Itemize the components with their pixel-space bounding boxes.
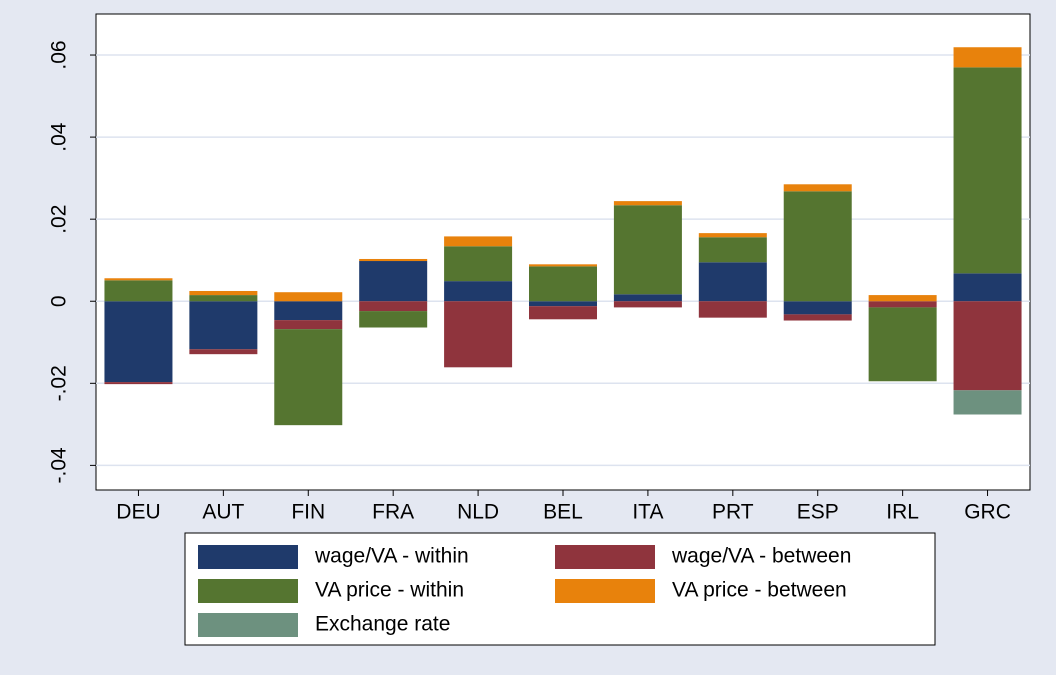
bar-segment <box>868 301 937 308</box>
y-tick-label: 0 <box>48 295 71 307</box>
bar-segment <box>698 233 767 238</box>
bar-segment <box>189 290 258 296</box>
legend-label: wage/VA - between <box>671 545 851 568</box>
y-tick-label: -.02 <box>48 365 71 401</box>
bar-segment <box>444 281 513 302</box>
legend-swatch <box>555 545 655 569</box>
bar-segment <box>359 258 428 262</box>
x-tick-label: IRL <box>886 501 919 524</box>
x-tick-label: NLD <box>457 501 499 524</box>
bar-segment <box>868 295 937 302</box>
bar-segment <box>274 320 343 330</box>
bar-segment <box>698 262 767 302</box>
bar-segment <box>274 329 343 426</box>
x-tick-label: FIN <box>291 501 325 524</box>
legend-label: VA price - within <box>315 579 464 602</box>
bar-segment <box>529 266 597 302</box>
x-tick-label: PRT <box>712 501 754 524</box>
bar-segment <box>613 201 682 206</box>
bar-segment <box>868 307 937 382</box>
bar-segment <box>359 301 428 312</box>
bar-segment <box>359 261 428 302</box>
bar-segment <box>444 236 513 247</box>
bar-segment <box>274 292 343 302</box>
bar-segment <box>104 278 173 281</box>
bar-segment <box>953 390 1022 415</box>
bar-segment <box>189 301 258 350</box>
bar-segment <box>529 264 597 267</box>
x-tick-label: ESP <box>797 501 839 524</box>
y-tick-label: .02 <box>48 205 71 234</box>
bar-segment <box>783 184 852 192</box>
bar-segment <box>104 280 173 302</box>
x-tick-label: BEL <box>543 501 583 524</box>
x-tick-label: AUT <box>202 501 244 524</box>
bar-segment <box>953 301 1022 391</box>
bar-segment <box>274 301 343 321</box>
bar-segment <box>953 47 1022 68</box>
bar-segment <box>189 349 258 355</box>
legend-label: VA price - between <box>672 579 847 602</box>
bar-segment <box>613 294 682 302</box>
y-tick-label: -.04 <box>48 447 71 484</box>
plot-area <box>95 13 1031 491</box>
x-tick-label: FRA <box>372 501 414 524</box>
bar-segment <box>953 67 1022 274</box>
legend-label: Exchange rate <box>315 613 450 636</box>
legend-swatch <box>198 545 298 569</box>
bar-segment <box>783 301 852 315</box>
bar-segment <box>444 301 513 368</box>
bar-segment <box>698 237 767 263</box>
bar-segment <box>529 306 597 320</box>
x-tick-label: DEU <box>116 501 160 524</box>
bar-segment <box>613 205 682 295</box>
bar-segment <box>613 301 682 308</box>
legend-label: wage/VA - within <box>314 545 469 568</box>
bar-segment <box>104 382 173 385</box>
y-tick-label: .06 <box>48 40 71 69</box>
legend-swatch <box>555 579 655 603</box>
legend-swatch <box>198 579 298 603</box>
bar-segment <box>359 311 428 328</box>
bar-segment <box>529 301 597 307</box>
legend-swatch <box>198 613 298 637</box>
x-tick-label: GRC <box>964 501 1011 524</box>
bar-segment <box>783 191 852 302</box>
y-tick-label: .04 <box>48 122 71 152</box>
bar-segment <box>953 273 1022 302</box>
bar-segment <box>783 314 852 321</box>
bar-segment <box>444 246 513 282</box>
x-tick-label: ITA <box>632 501 663 524</box>
bar-segment <box>698 301 767 318</box>
bar-segment <box>189 295 258 302</box>
bar-segment <box>104 301 173 383</box>
